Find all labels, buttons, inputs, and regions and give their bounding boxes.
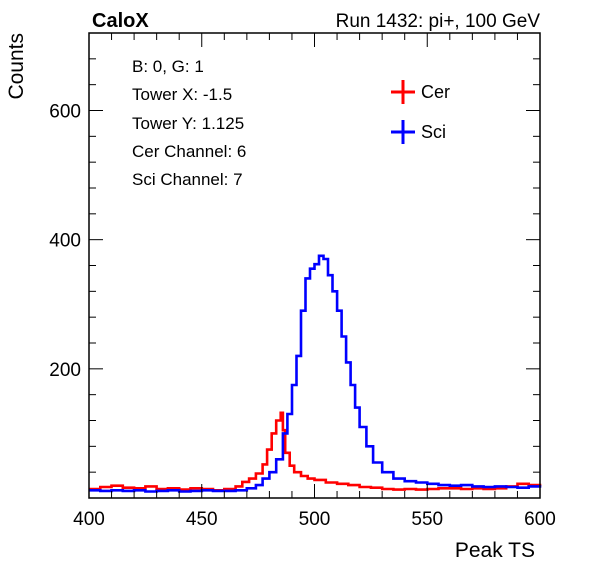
y-tick-label-200: 200 <box>49 360 81 381</box>
series-cer-line <box>89 411 542 492</box>
x-tick-label-600: 600 <box>524 509 556 530</box>
info-line-sci-channel: Sci Channel: 7 <box>132 170 243 189</box>
y-tick-label-400: 400 <box>49 231 81 252</box>
y-tick-label-600: 600 <box>49 102 81 123</box>
legend-sci-label: Sci <box>421 122 446 142</box>
info-line-cer-channel: Cer Channel: 6 <box>132 142 246 161</box>
x-tick-label-500: 500 <box>299 509 331 530</box>
x-tick-label-550: 550 <box>411 509 443 530</box>
series-layer <box>89 254 542 493</box>
info-line-beam: B: 0, G: 1 <box>132 57 204 76</box>
series-sci-line <box>89 254 542 493</box>
header-left: CaloX <box>92 10 149 32</box>
info-line-tower-x: Tower X: -1.5 <box>132 85 232 104</box>
header-right: Run 1432: pi+, 100 GeV <box>336 11 541 32</box>
y-axis-label: Counts <box>5 33 28 100</box>
axes-layer: 400 450 500 550 600 200 400 600 <box>49 32 556 530</box>
info-box: B: 0, G: 1 Tower X: -1.5 Tower Y: 1.125 … <box>118 50 360 198</box>
legend-cer-label: Cer <box>421 82 450 102</box>
x-axis-label: Peak TS <box>455 539 535 562</box>
x-tick-label-400: 400 <box>73 509 105 530</box>
legend: Cer Sci <box>391 80 450 144</box>
x-tick-label-450: 450 <box>186 509 218 530</box>
info-line-tower-y: Tower Y: 1.125 <box>132 114 244 133</box>
info-box-background <box>118 50 360 198</box>
